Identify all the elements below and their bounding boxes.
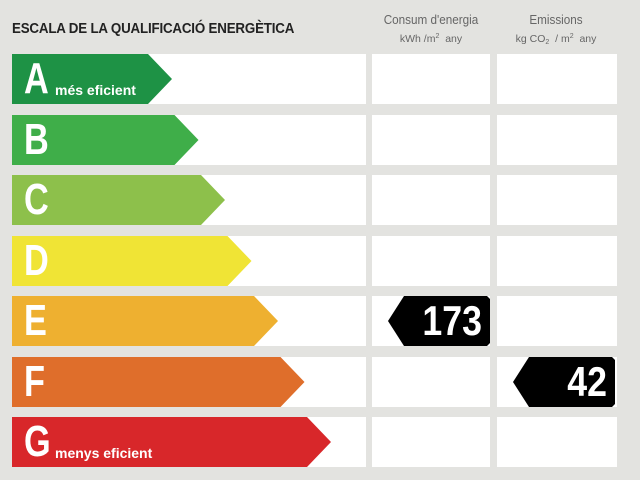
label-title: ESCALA DE LA QUALIFICACIÓ ENERGÈTICA bbox=[12, 21, 295, 37]
class-arrow-e: E bbox=[12, 296, 278, 346]
consum-cell bbox=[372, 417, 490, 467]
class-sublabel: menys eficient bbox=[55, 445, 153, 461]
class-letter: B bbox=[24, 114, 49, 164]
consum-cell bbox=[372, 356, 490, 407]
class-letter: E bbox=[24, 296, 47, 345]
class-letter: D bbox=[24, 235, 49, 285]
class-letter: G bbox=[24, 417, 51, 466]
column-label-emissions: Emissions bbox=[529, 12, 583, 27]
emissions-cell bbox=[497, 235, 617, 286]
class-letter: C bbox=[24, 175, 49, 224]
class-arrow-b: B bbox=[12, 114, 199, 165]
class-arrow-f: F bbox=[12, 356, 305, 407]
consum-cell bbox=[372, 235, 490, 286]
column-unit-emissions: kg CO2 / m2 any bbox=[515, 33, 597, 46]
emissions-cell bbox=[497, 417, 617, 467]
column-unit-consum: kWh /m2 any bbox=[399, 33, 463, 45]
emissions-cell bbox=[497, 54, 617, 104]
emissions-cell bbox=[497, 114, 617, 165]
emissions-cell bbox=[497, 175, 617, 225]
class-sublabel: més eficient bbox=[55, 82, 136, 98]
consum-cell bbox=[372, 175, 490, 225]
class-letter: F bbox=[24, 356, 45, 406]
class-letter: A bbox=[24, 54, 49, 103]
class-arrow-d: D bbox=[12, 235, 252, 286]
column-header-emissions: Emissions kg CO2 / m2 any bbox=[497, 12, 615, 50]
consum-cell bbox=[372, 114, 490, 165]
class-arrow-c: C bbox=[12, 175, 225, 225]
consum-rating-tag: 173 bbox=[388, 296, 490, 346]
consum-rating-value: 173 bbox=[422, 297, 482, 344]
emissions-rating-tag: 42 bbox=[513, 356, 615, 407]
column-label-consum: Consum d'energia bbox=[383, 12, 479, 27]
energy-label: ESCALA DE LA QUALIFICACIÓ ENERGÈTICA Con… bbox=[12, 12, 617, 467]
emissions-rating-value: 42 bbox=[567, 357, 607, 405]
emissions-cell bbox=[497, 296, 617, 346]
consum-cell bbox=[372, 54, 490, 104]
column-header-consum: Consum d'energia kWh /m2 any bbox=[372, 12, 490, 46]
